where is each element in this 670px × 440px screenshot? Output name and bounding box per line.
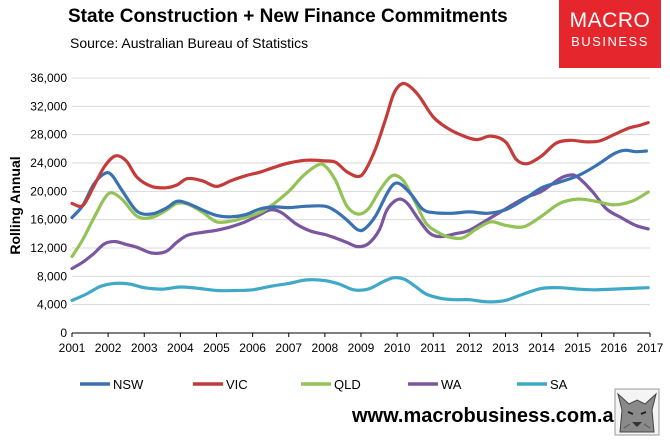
series-line-vic [70,81,650,208]
y-tick-label: 12,000 [30,241,67,255]
y-axis-label: Rolling Annual [7,156,23,254]
x-tick-label: 2002 [95,341,122,355]
x-tick-label: 2009 [348,341,375,355]
wolf-mascot-icon [614,388,660,436]
chart-title: State Construction + New Finance Commitm… [68,6,508,27]
x-tick-label: 2008 [312,341,339,355]
y-tick-label: 16,000 [30,213,67,227]
legend: NSW VIC QLD WA SA [80,377,568,392]
legend-label-wa: WA [441,377,462,392]
x-tick-label: 2014 [528,341,555,355]
series-line-wa [70,173,650,271]
y-tick-label: 28,000 [30,128,67,142]
x-tick-label: 2004 [167,341,194,355]
website-url: www.macrobusiness.com.au [352,405,626,427]
x-tick-label: 2015 [564,341,591,355]
x-tick-label: 2005 [203,341,230,355]
y-tick-label: 36,000 [30,71,67,85]
x-tick-label: 2016 [601,341,628,355]
series-line-sa [70,276,650,304]
y-tick-label: 32,000 [30,99,67,113]
logo-line-business: BUSINESS [571,34,649,49]
y-tick-label: 24,000 [30,156,67,170]
legend-label-sa: SA [550,377,568,392]
y-tick-label: 20,000 [30,184,67,198]
y-tick-label: 4,000 [37,298,67,312]
logo-line-macro: MACRO [569,9,651,32]
x-tick-label: 2001 [59,341,86,355]
x-tick-label: 2011 [420,341,446,355]
legend-label-vic: VIC [226,377,248,392]
y-tick-label: 8,000 [37,269,67,283]
series-lines [70,81,650,304]
x-tick-label: 2006 [239,341,266,355]
x-tick-label: 2003 [131,341,158,355]
x-tick-label: 2010 [384,341,411,355]
legend-label-nsw: NSW [113,377,144,392]
macro-business-logo: MACRO BUSINESS [559,0,661,68]
chart-source: Source: Australian Bureau of Statistics [70,35,309,51]
y-tick-label: 0 [60,326,67,340]
x-tick-label: 2017 [637,341,664,355]
series-line-qld [70,162,650,259]
gridlines [72,77,650,306]
x-axis-ticks: 2001 2002 2003 2004 2005 2006 2007 2008 2009 2010… [59,333,664,355]
series-line-nsw [70,148,648,233]
y-axis-ticks: 0 4,000 8,000 12,000 16,000 20,000 24,000 28,00… [30,71,67,340]
x-tick-label: 2012 [456,341,483,355]
x-tick-label: 2007 [275,341,302,355]
x-tick-label: 2013 [492,341,519,355]
legend-label-qld: QLD [334,377,361,392]
